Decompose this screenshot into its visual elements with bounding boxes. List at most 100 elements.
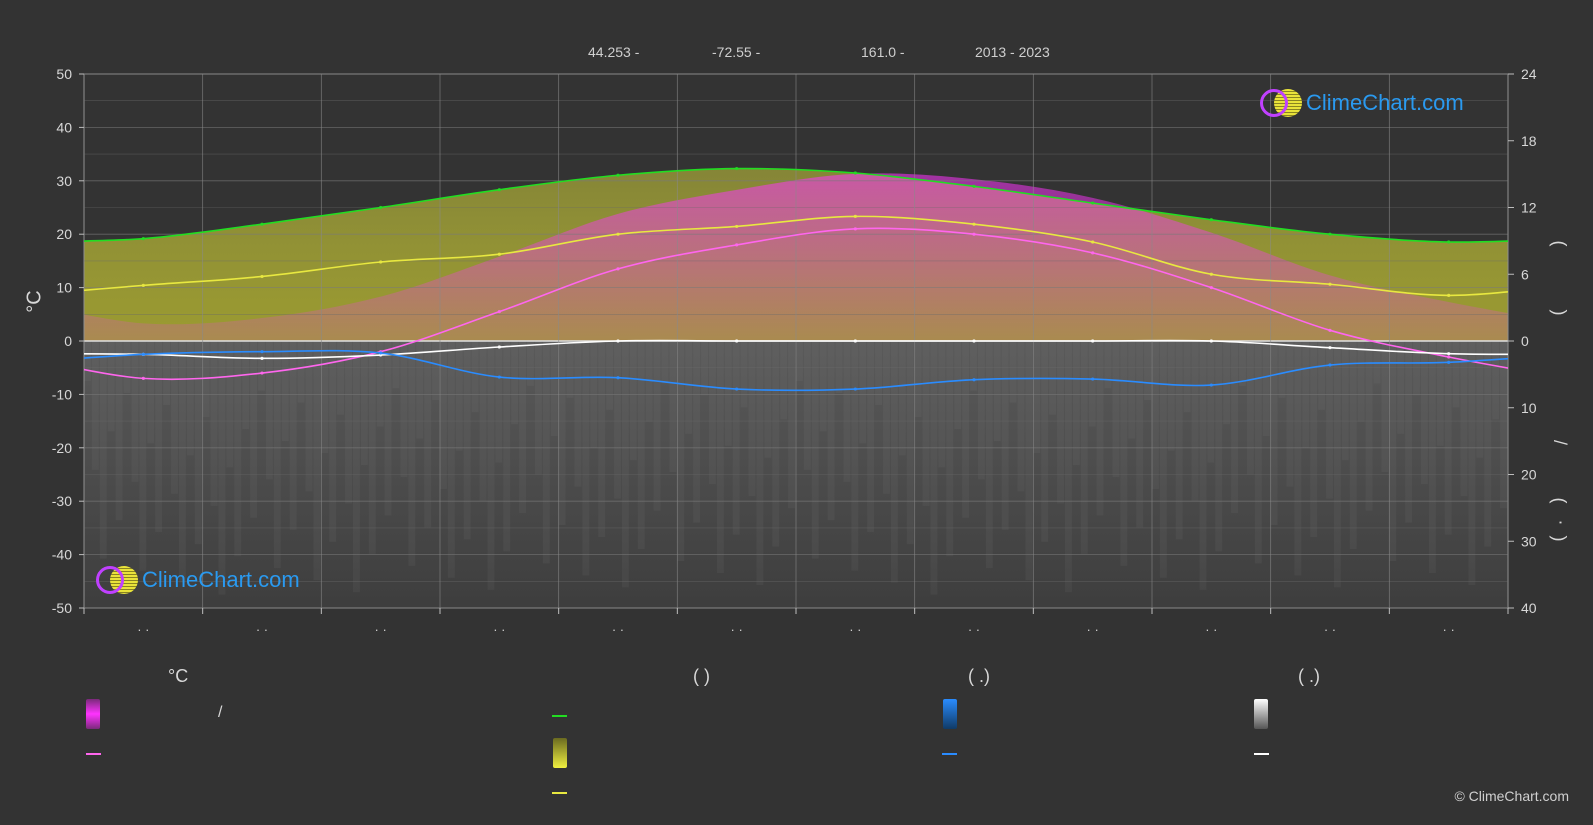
precipitation-streak	[756, 341, 764, 585]
precipitation-streak	[99, 341, 107, 559]
precipitation-streak	[1389, 341, 1397, 561]
x-month-label: · ·	[137, 622, 149, 637]
legend-snow-range-swatch	[1254, 699, 1268, 729]
precipitation-streak	[463, 341, 471, 540]
precipitation-streak	[131, 341, 139, 482]
precipitation-streak	[653, 341, 661, 511]
precipitation-streak	[1159, 341, 1167, 578]
precipitation-streak	[661, 341, 669, 384]
precipitation-streak	[1270, 341, 1278, 525]
precipitation-streak	[819, 341, 827, 432]
precipitation-streak	[1436, 341, 1444, 446]
precipitation-streak	[677, 341, 685, 561]
precipitation-streak	[1088, 341, 1096, 427]
data-point-snow	[616, 339, 620, 343]
precipitation-streak	[930, 341, 938, 595]
data-point-sunshine	[735, 224, 739, 229]
left-tick-label: 30	[56, 173, 72, 189]
x-month-label: · ·	[612, 622, 624, 637]
precipitation-streak	[265, 341, 273, 480]
precipitation-streak	[1428, 341, 1436, 573]
logo-ring-icon	[1260, 89, 1288, 117]
precipitation-streak	[962, 341, 970, 518]
right-tick-label: 0	[1521, 333, 1529, 349]
precipitation-streak	[1452, 341, 1460, 408]
precipitation-streak	[447, 341, 455, 578]
data-point-precip	[735, 387, 739, 391]
precipitation-streak	[250, 341, 258, 518]
data-point-precip	[616, 376, 620, 380]
x-month-label: · ·	[1324, 622, 1336, 637]
left-tick-label: -10	[52, 386, 72, 402]
precipitation-streak	[242, 341, 250, 429]
data-point-daylight	[853, 171, 857, 175]
precipitation-streak	[400, 341, 408, 477]
precipitation-streak	[1009, 341, 1017, 403]
precipitation-streak	[566, 341, 574, 398]
precipitation-streak	[701, 341, 708, 396]
legend-rain-head: ( .)	[968, 666, 990, 686]
precipitation-streak	[1500, 341, 1507, 509]
precipitation-streak	[202, 341, 210, 417]
data-point-daylight	[497, 188, 501, 192]
right-tick-label: 18	[1521, 133, 1537, 149]
data-point-temp_max	[735, 243, 739, 247]
precipitation-streak	[716, 341, 724, 573]
precipitation-streak	[1341, 341, 1349, 461]
left-tick-label: 50	[56, 66, 72, 82]
data-point-snow	[853, 339, 857, 343]
precipitation-streak	[321, 341, 329, 453]
precipitation-streak	[1033, 341, 1041, 453]
precipitation-streak	[977, 341, 985, 480]
precipitation-streak	[1128, 341, 1136, 439]
logo-text: ClimeChart.com	[1306, 90, 1464, 115]
data-point-precip	[1091, 377, 1095, 381]
precipitation-streak	[107, 341, 115, 432]
precipitation-streak	[1144, 341, 1151, 401]
data-point-temp_max	[1209, 286, 1213, 290]
precipitation-streak	[258, 341, 265, 391]
left-tick-label: 40	[56, 119, 72, 135]
data-point-precip	[260, 350, 264, 354]
precipitation-streak	[542, 341, 550, 564]
precipitation-streak	[1373, 341, 1381, 384]
right-axis-glyph-4: (	[1549, 497, 1570, 504]
left-tick-label: 20	[56, 226, 72, 242]
x-month-label: · ·	[256, 622, 268, 637]
precipitation-streak	[511, 341, 519, 425]
legend-sun-head: ( )	[693, 666, 710, 686]
precipitation-streak	[305, 341, 313, 492]
precipitation-streak	[1294, 341, 1302, 576]
elevation-label: 161.0 -	[861, 44, 905, 60]
right-tick-label: 6	[1521, 266, 1529, 282]
left-tick-label: -50	[52, 600, 72, 616]
precipitation-streak	[669, 341, 677, 473]
left-tick-label: -30	[52, 493, 72, 509]
precipitation-streak	[384, 341, 392, 516]
legend-snow-line-swatch	[1254, 753, 1269, 755]
right-tick-label: 10	[1521, 400, 1537, 416]
precipitation-streak	[922, 341, 930, 506]
right-axis-glyph-3: /	[1550, 439, 1571, 446]
precipitation-streak	[796, 341, 803, 381]
precipitation-streak	[297, 341, 305, 403]
precipitation-streak	[582, 341, 590, 576]
precipitation-streak	[392, 341, 400, 389]
precipitation-streak	[788, 341, 795, 509]
x-month-label: · ·	[375, 622, 387, 637]
series-line-snow	[84, 339, 1508, 360]
data-point-snow	[972, 339, 976, 343]
precipitation-streak	[1333, 341, 1341, 588]
precipitation-streak	[558, 341, 566, 525]
logo-top[interactable]: ClimeChart.com	[1260, 89, 1464, 117]
precipitation-streak	[1397, 341, 1405, 434]
right-axis-glyph-1: (	[1549, 240, 1570, 247]
precipitation-streak	[1246, 341, 1254, 475]
data-point-temp_max	[497, 310, 501, 314]
logo-bottom[interactable]: ClimeChart.com	[96, 566, 300, 594]
precipitation-streak	[1326, 341, 1333, 499]
data-point-daylight	[735, 166, 739, 171]
right-axis-glyph-5: ·	[1551, 519, 1572, 526]
precipitation-streak	[1413, 341, 1420, 396]
data-point-sunshine	[853, 214, 857, 218]
